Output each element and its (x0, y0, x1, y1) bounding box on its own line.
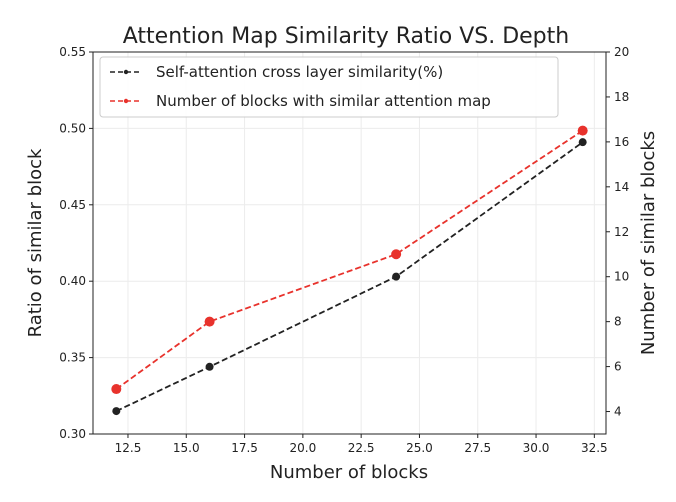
left-y-tick-label-2: 0.40 (59, 274, 86, 288)
series-line-0 (115, 141, 584, 412)
series-0-point-1 (205, 362, 214, 371)
right-y-tick-label-7: 18 (614, 90, 629, 104)
left-y-tick-label-4: 0.50 (59, 121, 86, 135)
series-layer (111, 125, 588, 416)
left-y-axis-label: Ratio of similar block (25, 148, 46, 337)
right-y-tick-label-5: 14 (614, 180, 629, 194)
left-y-tick-label-1: 0.35 (59, 351, 86, 365)
x-tick-label-5: 25.0 (406, 441, 433, 455)
x-tick-label-0: 12.5 (115, 441, 142, 455)
right-y-tick-label-3: 10 (614, 270, 629, 284)
legend-swatch-black-marker (123, 69, 129, 75)
x-tick-label-7: 30.0 (523, 441, 550, 455)
x-tick-label-2: 17.5 (231, 441, 258, 455)
right-y-tick-label-2: 8 (614, 315, 622, 329)
left-y-tick-label-3: 0.45 (59, 198, 86, 212)
right-y-tick-label-6: 16 (614, 135, 629, 149)
legend-swatch-red-marker (123, 98, 129, 104)
x-tick-label-8: 32.5 (581, 441, 608, 455)
series-1-point-3 (577, 125, 588, 136)
right-y-tick-label-4: 12 (614, 225, 629, 239)
legend-label-red: Number of blocks with similar attention … (156, 92, 491, 110)
series-line-1 (115, 129, 584, 390)
plot-frame (92, 51, 607, 435)
chart-title: Attention Map Similarity Ratio VS. Depth (123, 24, 569, 49)
right-y-tick-label-0: 4 (614, 405, 622, 419)
series-1-point-0 (111, 384, 122, 395)
right-y-tick-label-1: 6 (614, 360, 622, 374)
x-tick-label-4: 22.5 (348, 441, 375, 455)
series-0-point-3 (578, 138, 587, 147)
right-y-axis-label: Number of similar blocks (638, 131, 659, 355)
left-y-tick-label-5: 0.55 (59, 45, 86, 59)
legend-label-black: Self-attention cross layer similarity(%) (156, 63, 443, 81)
legend: Self-attention cross layer similarity(%)… (99, 56, 559, 118)
legend-box (99, 56, 559, 118)
x-tick-label-6: 27.5 (464, 441, 491, 455)
x-tick-label-1: 15.0 (173, 441, 200, 455)
right-y-tick-label-8: 20 (614, 45, 629, 59)
series-0-point-0 (112, 407, 121, 416)
x-tick-label-3: 20.0 (290, 441, 317, 455)
series-0-point-2 (392, 272, 401, 281)
legend-entry-red: Number of blocks with similar attention … (110, 92, 491, 110)
series-1-point-2 (391, 249, 402, 260)
ticks-layer: 12.5 15.0 17.5 20.0 22.5 25.0 27.5 30.0 32.5 0.30… (59, 45, 629, 455)
legend-entry-black: Self-attention cross layer similarity(%) (110, 63, 443, 81)
left-y-tick-label-0: 0.30 (59, 427, 86, 441)
x-axis-label: Number of blocks (270, 462, 428, 483)
series-1-point-1 (204, 316, 215, 327)
